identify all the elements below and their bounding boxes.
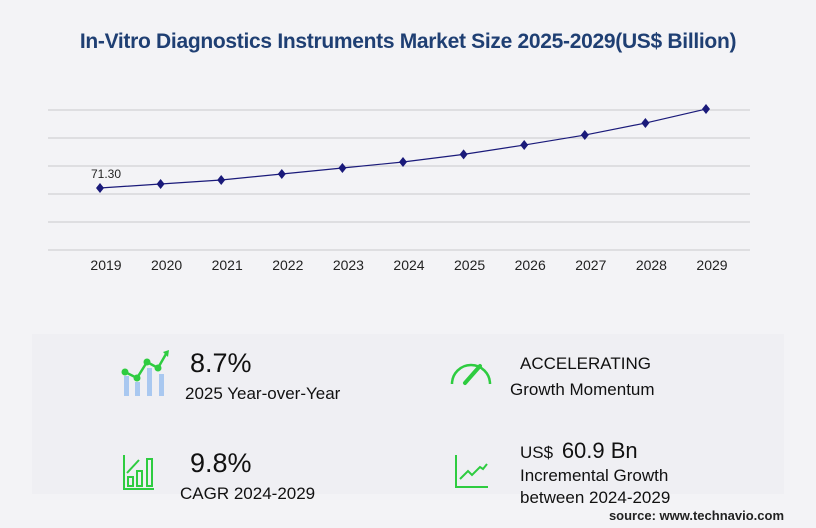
data-point: [156, 179, 165, 189]
data-point: [338, 163, 347, 173]
incremental-label-1: Incremental Growth: [520, 466, 669, 485]
incremental-block: US$ 60.9 Bn: [520, 438, 638, 464]
x-tick-label: 2023: [333, 257, 364, 273]
trend-up-icon: [455, 455, 488, 488]
incremental-label-2: between 2024-2029: [520, 488, 671, 507]
currency-prefix: US$: [520, 443, 554, 462]
speedometer-icon: [450, 363, 492, 385]
momentum-label: Growth Momentum: [510, 380, 655, 399]
data-point: [217, 175, 226, 185]
data-point: [96, 183, 104, 193]
x-tick-label: 2022: [272, 257, 303, 273]
series-line: [99, 108, 707, 189]
momentum-value: ACCELERATING: [520, 354, 651, 373]
data-point: [459, 149, 468, 160]
x-tick-label: 2021: [212, 257, 243, 273]
incremental-value: 60.9 Bn: [561, 438, 638, 463]
x-tick-label: 2025: [454, 257, 485, 273]
cagr-label: CAGR 2024-2029: [180, 484, 316, 503]
data-point: [520, 140, 529, 151]
bar-line-chart-icon: [121, 350, 169, 396]
yoy-value: 8.7%: [190, 348, 252, 378]
data-point: [702, 104, 710, 115]
x-tick-label: 2028: [636, 257, 667, 273]
x-tick-label: 2026: [515, 257, 546, 273]
source-text: source: www.technavio.com: [608, 508, 784, 523]
cagr-value: 9.8%: [190, 448, 252, 478]
x-tick-label: 2020: [151, 257, 182, 273]
data-label: 71.30: [91, 167, 121, 181]
data-point: [641, 118, 650, 129]
data-point: [399, 157, 407, 167]
data-point: [580, 130, 589, 141]
yoy-label: 2025 Year-over-Year: [185, 384, 341, 403]
stats-panel: [32, 334, 784, 494]
bar-growth-icon: [123, 455, 154, 490]
x-tick-label: 2027: [575, 257, 606, 273]
x-tick-label: 2024: [393, 257, 424, 273]
x-tick-label: 2029: [696, 257, 727, 273]
data-point: [277, 169, 286, 179]
chart-title: In-Vitro Diagnostics Instruments Market …: [79, 30, 737, 53]
x-tick-label: 2019: [90, 257, 121, 273]
line-chart: 2019 2020 2021 2022 2023 2024 2025 2026 2027 2028…: [48, 104, 750, 273]
